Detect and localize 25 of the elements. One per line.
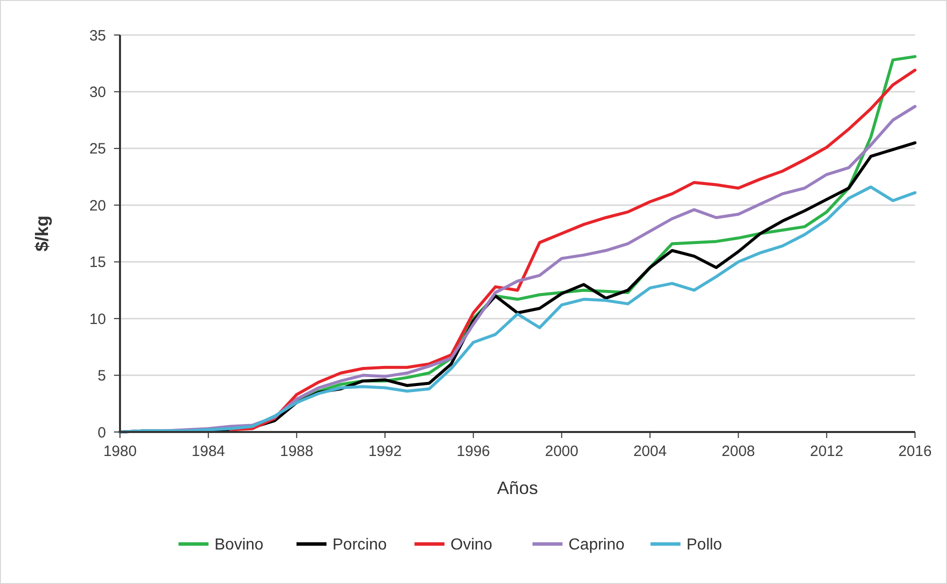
x-tick-label: 1992 — [368, 443, 402, 460]
y-tick-label: 35 — [89, 27, 106, 44]
x-tick-label: 1988 — [280, 443, 314, 460]
x-tick-label: 2000 — [544, 443, 578, 460]
x-tick-label: 2016 — [898, 443, 932, 460]
x-tick-label: 2004 — [633, 443, 667, 460]
y-tick-label: 0 — [98, 424, 106, 442]
y-tick-label: 15 — [89, 254, 106, 272]
legend-label: Caprino — [568, 536, 625, 554]
x-tick-label: 1980 — [103, 443, 137, 460]
y-tick-label: 20 — [89, 197, 106, 214]
y-tick-label: 5 — [98, 368, 106, 385]
x-tick-label: 2012 — [810, 443, 844, 460]
legend-label: Ovino — [450, 536, 492, 554]
x-axis-title: Años — [496, 478, 538, 498]
y-tick-label: 25 — [89, 140, 106, 158]
y-axis-title: $/kg — [32, 215, 52, 252]
legend-label: Bovino — [214, 536, 264, 554]
legend-label: Porcino — [332, 536, 387, 554]
x-tick-label: 2008 — [722, 443, 756, 460]
y-tick-label: 10 — [89, 310, 106, 328]
x-tick-label: 1984 — [192, 443, 226, 460]
y-tick-label: 30 — [89, 84, 106, 101]
x-tick-label: 1996 — [456, 443, 490, 460]
legend-label: Pollo — [686, 536, 722, 554]
